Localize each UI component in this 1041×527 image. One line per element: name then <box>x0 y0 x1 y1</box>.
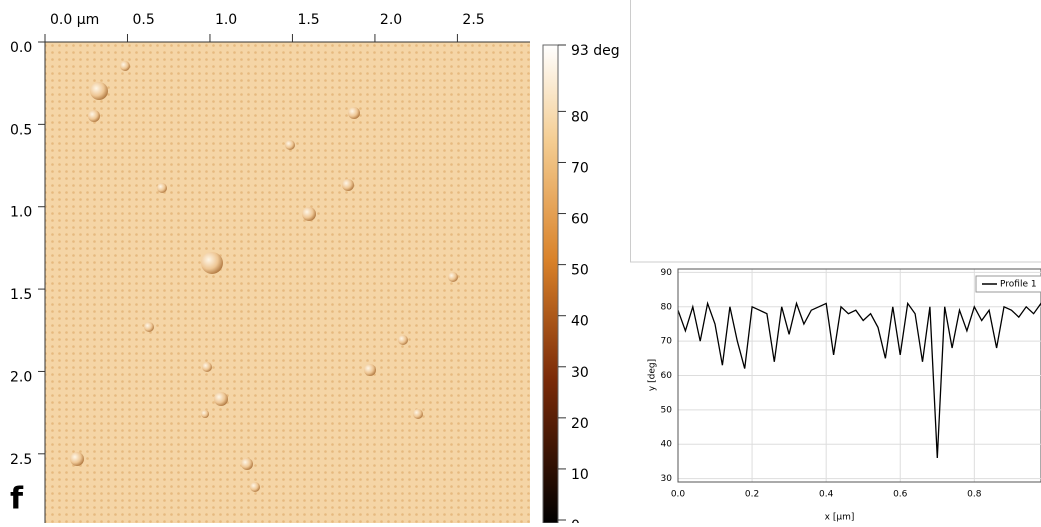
empty-panel <box>631 0 1041 262</box>
panel-label: f <box>10 482 24 517</box>
colorbar-tick-label: 30 <box>571 365 589 381</box>
y-tick-label: 0.0 <box>10 40 32 56</box>
x-tick-label: 0.4 <box>819 490 834 500</box>
colorbar-tick-label: 60 <box>571 212 589 228</box>
x-tick-label: 0.5 <box>132 12 154 28</box>
legend-label: Profile 1 <box>1000 280 1037 290</box>
y-tick-label: 0.5 <box>10 122 32 138</box>
y-tick-label: 30 <box>661 474 673 484</box>
y-tick-label: 2.0 <box>10 369 32 385</box>
colorbar-tick-label: 93 deg <box>571 43 620 59</box>
x-axis-label: x [µm] <box>825 513 855 523</box>
x-tick-label: 1.5 <box>297 12 319 28</box>
y-tick-label: 90 <box>661 268 673 278</box>
colorbar-tick-label: 0 <box>571 518 580 523</box>
afm-image <box>45 42 530 523</box>
colorbar-tick-label: 40 <box>571 314 589 330</box>
y-tick-label: 2.5 <box>10 452 32 468</box>
y-tick-label: 1.5 <box>10 287 32 303</box>
x-tick-label: 0.0 <box>671 490 686 500</box>
x-tick-label: 1.0 <box>215 12 237 28</box>
x-tick-label: 2.0 <box>380 12 402 28</box>
x-tick-label: 2.5 <box>462 12 484 28</box>
y-tick-label: 80 <box>661 302 673 312</box>
colorbar-tick-label: 50 <box>571 263 589 279</box>
y-axis-label: y [deg] <box>648 359 658 391</box>
y-tick-label: 50 <box>661 405 673 415</box>
colorbar-tick-label: 10 <box>571 467 589 483</box>
colorbar-tick-label: 70 <box>571 160 589 176</box>
y-tick-label: 70 <box>661 337 673 347</box>
y-tick-label: 40 <box>661 440 673 450</box>
y-tick-label: 60 <box>661 371 673 381</box>
colorbar-tick-label: 20 <box>571 416 589 432</box>
x-tick-label: 0.8 <box>967 490 982 500</box>
y-tick-label: 1.0 <box>10 205 32 221</box>
x-tick-label: 0.2 <box>745 490 759 500</box>
x-tick-label: 0.0 µm <box>50 12 99 28</box>
x-tick-label: 0.6 <box>893 490 908 500</box>
colorbar-tick-label: 80 <box>571 109 589 125</box>
colorbar <box>543 45 558 523</box>
